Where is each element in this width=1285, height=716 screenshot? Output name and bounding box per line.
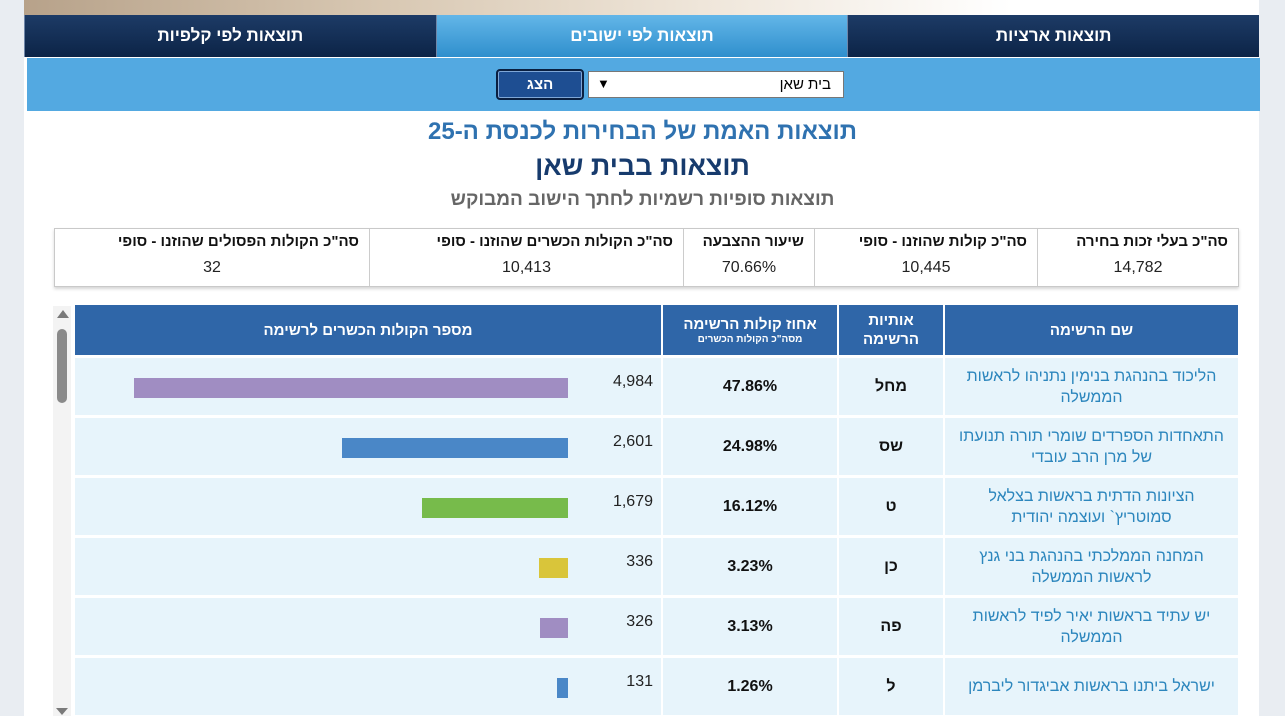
- header-vote-percent: אחוז קולות הרשימה מסה"כ הקולות הכשרים: [663, 305, 837, 355]
- summary-value: 10,413: [502, 259, 551, 276]
- votes-cell: 336: [75, 538, 661, 595]
- summary-label: סה"כ קולות שהוזנו - סופי: [858, 233, 1027, 250]
- scroll-down-arrow-icon[interactable]: [56, 708, 68, 715]
- votes-cell: 4,984: [75, 358, 661, 415]
- header-list-name-label: שם הרשימה: [1049, 321, 1134, 339]
- town-title: תוצאות בבית שאן: [535, 151, 750, 181]
- vote-count: 131: [626, 673, 653, 690]
- votes-cell: 2,601: [75, 418, 661, 475]
- scroll-thumb[interactable]: [57, 329, 67, 403]
- show-button[interactable]: הצג: [496, 69, 584, 100]
- summary-value: 32: [203, 259, 221, 276]
- vote-count: 336: [626, 553, 653, 570]
- vote-bar: [342, 438, 568, 458]
- votes-cell: 326: [75, 598, 661, 655]
- vote-percent: 16.12%: [663, 478, 837, 535]
- header-list-name: שם הרשימה: [945, 305, 1238, 355]
- header-letters-line1: אותיות: [868, 312, 914, 329]
- table-row: הליכוד בהנהגת בנימין נתניהו לראשות הממשל…: [75, 358, 1238, 415]
- vote-count: 4,984: [612, 373, 653, 390]
- vote-bar: [422, 498, 568, 518]
- list-letters: ל: [839, 658, 943, 715]
- list-letters: שס: [839, 418, 943, 475]
- results-tabs: תוצאות ארציות תוצאות לפי ישובים תוצאות ל…: [23, 15, 1259, 57]
- list-name: הליכוד בהנהגת בנימין נתניהו לראשות הממשל…: [945, 358, 1238, 415]
- list-letters: כן: [839, 538, 943, 595]
- list-letters: ט: [839, 478, 943, 535]
- summary-table: סה"כ בעלי זכות בחירה 14,782 סה"כ קולות ש…: [54, 228, 1239, 287]
- vote-bar: [134, 378, 568, 398]
- dropdown-arrow-icon: ▼: [597, 76, 610, 91]
- header-votes-label: מספר הקולות הכשרים לרשימה: [263, 321, 473, 339]
- summary-value: 70.66%: [721, 259, 777, 276]
- table-row: יש עתיד בראשות יאיר לפיד לראשות הממשלה פ…: [75, 598, 1238, 655]
- header-letters-line2: הרשימה: [862, 331, 920, 348]
- tab-national-results[interactable]: תוצאות ארציות: [847, 15, 1259, 57]
- table-row: התאחדות הספרדים שומרי תורה תנועתו של מרן…: [75, 418, 1238, 475]
- page-margin-left: [0, 0, 24, 716]
- table-row: המחנה הממלכתי בהנהגת בני גנץ לראשות הממש…: [75, 538, 1238, 595]
- vote-percent: 24.98%: [663, 418, 837, 475]
- list-name: יש עתיד בראשות יאיר לפיד לראשות הממשלה: [945, 598, 1238, 655]
- summary-invalid-votes: סה"כ הקולות הפסולים שהוזנו - סופי 32: [55, 229, 369, 286]
- summary-eligible-voters: סה"כ בעלי זכות בחירה 14,782: [1037, 229, 1238, 286]
- town-select[interactable]: בית שאן ▼: [588, 71, 844, 98]
- list-letters: מחל: [839, 358, 943, 415]
- town-select-value: בית שאן: [779, 76, 831, 93]
- page-margin-right: [1259, 0, 1285, 716]
- summary-label: שיעור ההצבעה: [702, 233, 804, 250]
- header-pct-label: אחוז קולות הרשימה: [683, 316, 817, 333]
- vote-count: 1,679: [612, 493, 653, 510]
- list-name: הציונות הדתית בראשות בצלאל סמוטריץ` ועוצ…: [945, 478, 1238, 535]
- header-valid-votes: מספר הקולות הכשרים לרשימה: [75, 305, 661, 355]
- summary-value: 14,782: [1113, 259, 1163, 276]
- summary-label: סה"כ הקולות הפסולים שהוזנו - סופי: [117, 233, 359, 250]
- vote-bar: [540, 618, 568, 638]
- summary-valid-votes: סה"כ הקולות הכשרים שהוזנו - סופי 10,413: [369, 229, 683, 286]
- table-row: הציונות הדתית בראשות בצלאל סמוטריץ` ועוצ…: [75, 478, 1238, 535]
- vote-bar: [539, 558, 568, 578]
- vote-count: 2,601: [612, 433, 653, 450]
- vote-bar: [557, 678, 568, 698]
- vote-percent: 47.86%: [663, 358, 837, 415]
- list-letters: פה: [839, 598, 943, 655]
- scroll-up-arrow-icon[interactable]: [57, 310, 69, 318]
- summary-turnout: שיעור ההצבעה 70.66%: [683, 229, 814, 286]
- list-name: ישראל ביתנו בראשות אביגדור ליברמן: [945, 658, 1238, 715]
- list-name: התאחדות הספרדים שומרי תורה תנועתו של מרן…: [945, 418, 1238, 475]
- header-pct-sub: מסה"כ הקולות הכשרים: [697, 334, 803, 345]
- main-title: תוצאות האמת של הבחירות לכנסת ה-25: [427, 118, 857, 145]
- table-row: ישראל ביתנו בראשות אביגדור ליברמן ל 1.26…: [75, 658, 1238, 715]
- vote-percent: 1.26%: [663, 658, 837, 715]
- tab-results-by-ballot[interactable]: תוצאות לפי קלפיות: [23, 15, 436, 57]
- summary-value: 10,445: [901, 259, 951, 276]
- list-name: המחנה הממלכתי בהנהגת בני גנץ לראשות הממש…: [945, 538, 1238, 595]
- vote-percent: 3.23%: [663, 538, 837, 595]
- summary-votes-entered: סה"כ קולות שהוזנו - סופי 10,445: [814, 229, 1037, 286]
- subtitle: תוצאות סופיות רשמיות לחתך הישוב המבוקש: [450, 189, 835, 210]
- results-scrollbar[interactable]: [53, 306, 71, 716]
- votes-cell: 1,679: [75, 478, 661, 535]
- vote-count: 326: [626, 613, 653, 630]
- votes-cell: 131: [75, 658, 661, 715]
- summary-label: סה"כ הקולות הכשרים שהוזנו - סופי: [436, 233, 673, 250]
- tab-results-by-town[interactable]: תוצאות לפי ישובים: [435, 15, 848, 57]
- vote-percent: 3.13%: [663, 598, 837, 655]
- header-banner: [24, 0, 1259, 16]
- summary-label: סה"כ בעלי זכות בחירה: [1076, 233, 1228, 250]
- header-list-letters: אותיות הרשימה: [839, 305, 943, 355]
